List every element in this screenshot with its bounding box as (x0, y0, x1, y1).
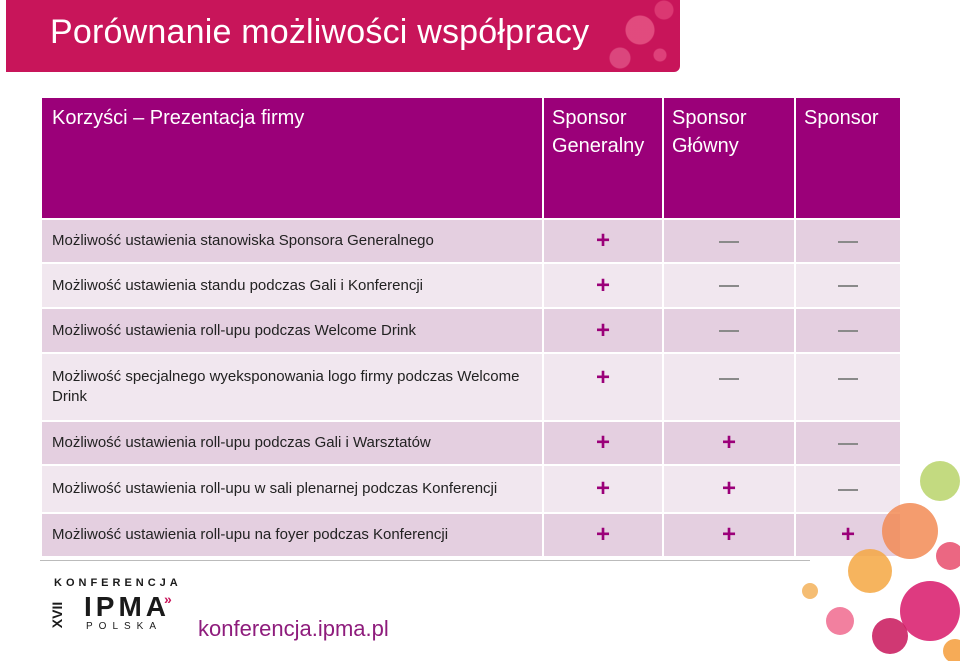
cell-value (794, 262, 902, 309)
dash-mark (838, 488, 858, 491)
row-label: Możliwość ustawienia standu podczas Gali… (40, 262, 544, 309)
table-row: Możliwość ustawienia roll-upu w sali ple… (40, 464, 902, 514)
row-label: Możliwość specjalnego wyeksponowania log… (40, 352, 544, 422)
comparison-table: Korzyści – Prezentacja firmy Sponsor Gen… (40, 96, 902, 558)
cell-value (662, 218, 796, 264)
row-label: Możliwość ustawienia roll-upu podczas We… (40, 307, 544, 354)
cell-value: + (662, 512, 796, 558)
slide-title: Porównanie możliwości współpracy (50, 13, 590, 51)
row-label: Możliwość ustawienia roll-upu na foyer p… (40, 512, 544, 558)
footer-divider (40, 560, 810, 561)
cell-value: + (542, 218, 664, 264)
dash-mark (838, 240, 858, 243)
plus-mark: + (595, 316, 610, 344)
row-label: Możliwość ustawienia roll-upu w sali ple… (40, 464, 544, 514)
header-sponsor: Sponsor (794, 96, 902, 220)
row-label: Możliwość ustawienia roll-upu podczas Ga… (40, 420, 544, 466)
plus-mark: + (595, 429, 610, 456)
cell-value: + (542, 262, 664, 309)
logo-ipma-text: IPMA (84, 591, 170, 622)
plus-mark: + (595, 475, 610, 502)
table-row: Możliwość ustawienia roll-upu podczas We… (40, 307, 902, 354)
website-url: konferencja.ipma.pl (198, 616, 389, 641)
chevron-right-icon: » (164, 591, 172, 607)
cell-value (662, 262, 796, 309)
ipma-logo: KONFERENCJA XVII IPMA » POLSKA (46, 577, 186, 637)
dash-mark (719, 285, 739, 288)
plus-mark: + (595, 521, 610, 548)
cell-value: + (542, 420, 664, 466)
dash-mark (838, 377, 858, 380)
cell-value: + (542, 352, 664, 422)
cell-value: + (542, 512, 664, 558)
cell-value (794, 218, 902, 264)
table-row: Możliwość ustawienia roll-upu podczas Ga… (40, 420, 902, 466)
header-benefits: Korzyści – Prezentacja firmy (40, 96, 544, 220)
plus-mark: + (721, 521, 736, 548)
dash-mark (719, 330, 739, 333)
cell-value: + (662, 464, 796, 514)
header-sponsor-glowny: Sponsor Główny (662, 96, 796, 220)
plus-mark: + (721, 429, 736, 456)
table-row: Możliwość ustawienia roll-upu na foyer p… (40, 512, 902, 558)
table-header-row: Korzyści – Prezentacja firmy Sponsor Gen… (40, 96, 902, 220)
cell-value (662, 307, 796, 354)
dash-mark (838, 285, 858, 288)
plus-mark: + (595, 364, 610, 391)
table-row: Możliwość ustawienia stanowiska Sponsora… (40, 218, 902, 264)
dash-mark (719, 377, 739, 380)
logo-polska-text: POLSKA (86, 621, 163, 632)
header-sponsor-generalny: Sponsor Generalny (542, 96, 664, 220)
cell-value (662, 352, 796, 422)
plus-mark: + (721, 475, 736, 502)
cell-value (794, 307, 902, 354)
cell-value: + (542, 307, 664, 354)
cell-value (794, 352, 902, 422)
dash-mark (838, 330, 858, 333)
logo-edition-text: XVII (49, 601, 66, 629)
title-banner: Porównanie możliwości współpracy (6, 0, 680, 72)
dash-mark (838, 442, 858, 445)
decorative-dots (802, 461, 960, 661)
banner-decoration (560, 0, 680, 72)
cell-value (794, 420, 902, 466)
table-row: Możliwość ustawienia standu podczas Gali… (40, 262, 902, 309)
cell-value (794, 464, 902, 514)
row-label: Możliwość ustawienia stanowiska Sponsora… (40, 218, 544, 264)
dash-mark (719, 240, 739, 243)
plus-mark: + (840, 521, 855, 548)
cell-value: + (542, 464, 664, 514)
plus-mark: + (595, 271, 610, 299)
cell-value: + (662, 420, 796, 466)
plus-mark: + (595, 227, 610, 254)
table-row: Możliwość specjalnego wyeksponowania log… (40, 352, 902, 422)
logo-konferencja-text: KONFERENCJA (54, 577, 182, 589)
